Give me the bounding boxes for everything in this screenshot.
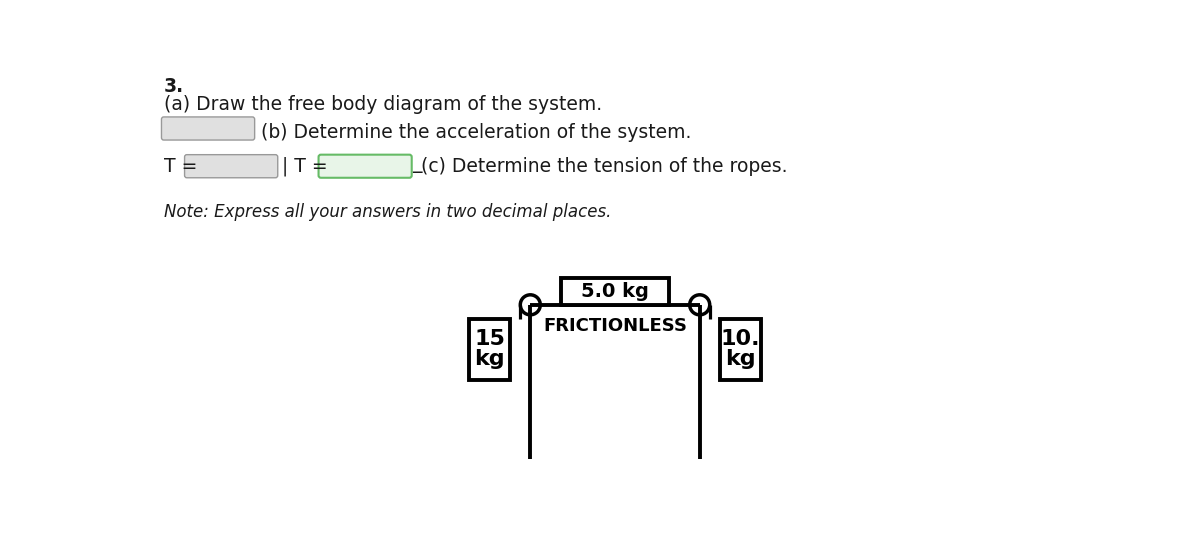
Bar — [720, 318, 761, 380]
Text: (a) Draw the free body diagram of the system.: (a) Draw the free body diagram of the sy… — [163, 95, 602, 115]
Text: 3.: 3. — [163, 77, 184, 96]
Text: 5.0 kg: 5.0 kg — [581, 282, 649, 301]
Text: | T =: | T = — [282, 157, 328, 176]
Text: 10.
kg: 10. kg — [721, 329, 761, 370]
Bar — [562, 278, 668, 305]
Text: _: _ — [412, 154, 421, 173]
Bar — [469, 318, 510, 380]
Text: (c) Determine the tension of the ropes.: (c) Determine the tension of the ropes. — [421, 157, 787, 176]
Text: 15
kg: 15 kg — [474, 329, 505, 370]
Text: T =: T = — [163, 157, 197, 176]
FancyBboxPatch shape — [162, 117, 254, 140]
FancyBboxPatch shape — [185, 155, 277, 178]
Text: (b) Determine the acceleration of the system.: (b) Determine the acceleration of the sy… — [260, 123, 691, 142]
Text: Note: Express all your answers in two decimal places.: Note: Express all your answers in two de… — [163, 203, 611, 221]
Text: FRICTIONLESS: FRICTIONLESS — [542, 317, 686, 336]
FancyBboxPatch shape — [318, 155, 412, 178]
